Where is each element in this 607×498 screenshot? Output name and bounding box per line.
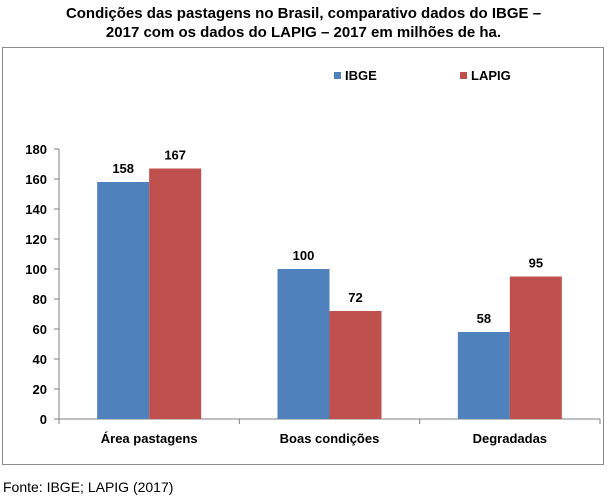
y-tick-label: 160	[25, 172, 47, 187]
data-label: 100	[293, 248, 315, 263]
y-tick-label: 80	[33, 292, 47, 307]
y-tick-label: 100	[25, 262, 47, 277]
chart-title: Condições das pastagens no Brasil, compa…	[0, 4, 607, 42]
bar-ibge	[457, 332, 510, 419]
bar-ibge	[97, 182, 150, 419]
source-note: Fonte: IBGE; LAPIG (2017)	[3, 479, 174, 495]
y-tick-label: 180	[25, 142, 47, 157]
y-tick-label: 60	[33, 322, 47, 337]
y-tick-label: 20	[33, 382, 47, 397]
y-tick-label: 0	[40, 412, 47, 427]
x-category-label: Boas condições	[280, 431, 380, 446]
y-tick-label: 140	[25, 202, 47, 217]
legend-label-lapig: LAPIG	[471, 68, 511, 83]
legend-label-ibge: IBGE	[345, 68, 377, 83]
bar-lapig	[509, 276, 562, 419]
chart-title-line2: 2017 com os dados do LAPIG – 2017 em mil…	[105, 24, 502, 41]
chart-title-line1: Condições das pastagens no Brasil, compa…	[65, 5, 542, 22]
data-label: 158	[112, 161, 134, 176]
bar-lapig	[149, 168, 202, 419]
y-tick-label: 120	[25, 232, 47, 247]
y-tick-label: 40	[33, 352, 47, 367]
bar-lapig	[329, 311, 382, 419]
legend-swatch-ibge	[334, 72, 341, 79]
data-label: 72	[348, 290, 362, 305]
legend-swatch-lapig	[460, 72, 467, 79]
x-category-label: Degradadas	[473, 431, 547, 446]
data-label: 58	[477, 311, 491, 326]
x-category-label: Área pastagens	[101, 431, 198, 446]
data-label: 95	[529, 256, 543, 271]
data-label: 167	[164, 148, 186, 163]
bar-ibge	[277, 269, 330, 419]
